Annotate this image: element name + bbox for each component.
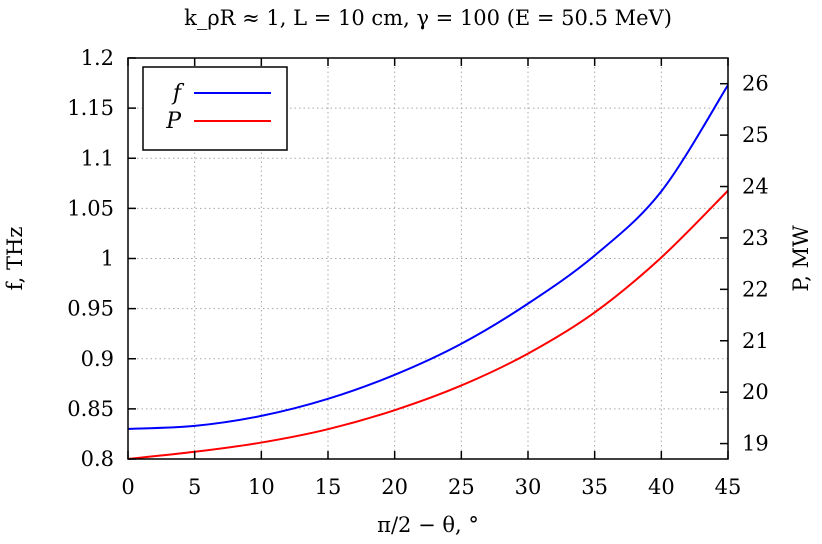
grid [128, 58, 728, 459]
series-line-P [127, 189, 729, 460]
y-tick-label: 0.95 [67, 297, 114, 321]
x-tick-label: 0 [121, 475, 134, 499]
x-tick-label: 5 [188, 475, 201, 499]
x-tick-label: 20 [381, 475, 408, 499]
y-tick-label: 1.2 [81, 46, 114, 70]
x-axis-title: π/2 − θ, ° [377, 513, 479, 537]
y-tick-label: 1 [101, 247, 114, 271]
y2-tick-label: 20 [742, 380, 769, 404]
y2-tick-label: 21 [742, 329, 769, 353]
ticks [127, 57, 729, 460]
y-axis-title: f, THz [3, 227, 27, 291]
series-lines [127, 84, 729, 460]
y-tick-label: 1.05 [67, 196, 114, 220]
x-tick-label: 10 [248, 475, 275, 499]
y-tick-label: 1.1 [81, 146, 114, 170]
y2-tick-label: 19 [742, 432, 769, 456]
y-tick-label: 1.15 [67, 96, 114, 120]
y-tick-label: 0.85 [67, 397, 114, 421]
legend-label-P: P [165, 109, 182, 134]
x-tick-label: 45 [715, 475, 742, 499]
legend: f P [142, 66, 288, 151]
y2-tick-label: 22 [742, 277, 769, 301]
legend-box [142, 66, 288, 151]
y-tick-label: 0.9 [81, 347, 114, 371]
x-tick-label: 15 [315, 475, 342, 499]
y2-tick-label: 24 [742, 175, 769, 199]
y2-tick-label: 25 [742, 123, 769, 147]
x-tick-label: 40 [648, 475, 675, 499]
y2-axis-title: P, MW [789, 225, 813, 292]
y2-tick-label: 26 [742, 72, 769, 96]
y-tick-label: 0.8 [81, 447, 114, 471]
y2-tick-label: 23 [742, 226, 769, 250]
chart-title: k_ρR ≈ 1, L = 10 cm, γ = 100 (E = 50.5 M… [184, 6, 672, 30]
x-tick-label: 35 [581, 475, 608, 499]
x-tick-label: 30 [515, 475, 542, 499]
x-tick-label: 25 [448, 475, 475, 499]
series-line-f [127, 84, 729, 430]
tick-labels: 0 5 10 15 20 25 30 35 40 45 0.8 0.85 0.9 0.95 1 1.05 1.1… [67, 46, 769, 499]
